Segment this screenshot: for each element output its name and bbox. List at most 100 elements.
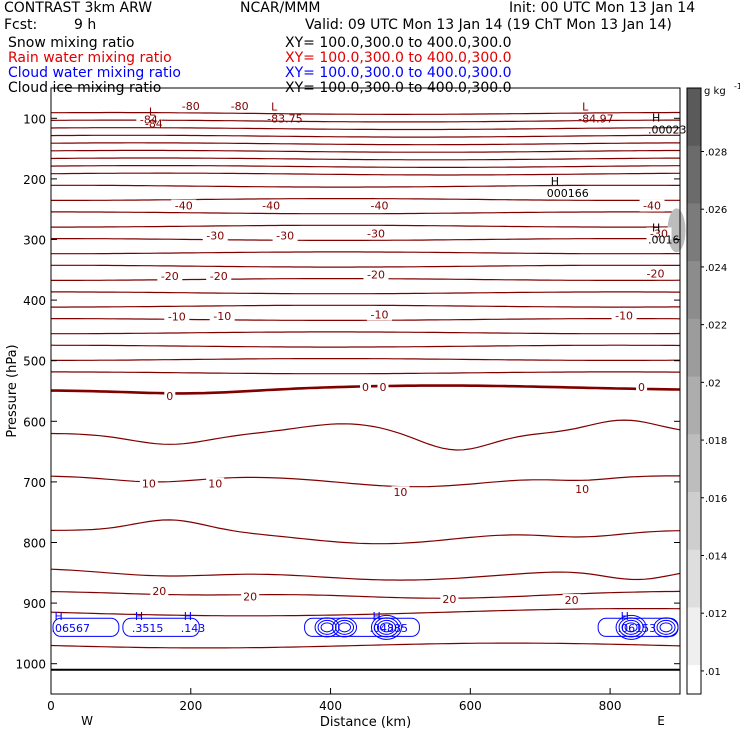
extremum-marker: L (271, 100, 278, 113)
contour-label-bg (562, 594, 581, 607)
contour-label-bg (150, 584, 169, 597)
cloud-ice-shading (667, 208, 686, 253)
extremum-marker: H (652, 222, 660, 235)
contour-label: -30 (367, 227, 385, 240)
extremum-value: 000166 (547, 187, 589, 200)
contour-label-bg (363, 268, 389, 281)
y-tick-label: 300 (23, 234, 46, 248)
contour-label: 0 (166, 390, 173, 403)
cloud-water-extremum-marker: H (184, 610, 192, 623)
colorbar-swatch (687, 261, 701, 320)
colorbar-swatch (687, 145, 701, 204)
colorbar-swatch (687, 318, 701, 378)
cloud-water-contour (52, 617, 120, 637)
cloud-water-contour (615, 614, 647, 640)
temperature-contour-line (51, 211, 681, 215)
x-tick-label: 400 (319, 699, 342, 713)
contour-label-bg (636, 380, 648, 393)
temperature-contour-line (50, 165, 680, 168)
cloud-water-extremum-value: .04885 (369, 622, 408, 635)
field-name-cloud-water: Cloud water mixing ratio (8, 65, 181, 81)
cloud-water-extremum-value: .06567 (51, 622, 90, 635)
contour-label: -80 (231, 100, 249, 113)
contour-label-bg (643, 267, 669, 280)
contour-label-bg (206, 269, 232, 282)
cloud-water-extremum-marker: H (372, 610, 380, 623)
temperature-contour-line (50, 419, 681, 451)
contour-label: 20 (565, 594, 579, 607)
y-tick-label: 100 (23, 112, 46, 126)
cloud-water-contours (52, 614, 679, 640)
cloud-water-contour (314, 617, 340, 638)
y-tick-label: 200 (23, 173, 46, 187)
field-name-rain: Rain water mixing ratio (8, 50, 172, 66)
contour-label: 0 (362, 381, 369, 394)
extremum-value: .00023 (648, 123, 687, 136)
temperature-contour-line (50, 134, 680, 138)
temperature-contour-line (51, 142, 680, 146)
cloud-water-contour (335, 619, 355, 635)
contour-label: 10 (208, 478, 222, 491)
cloud-water-contour (317, 619, 337, 635)
contour-label: -40 (175, 200, 193, 213)
temperature-contour-line (51, 264, 680, 268)
cloud-water-contour (656, 619, 676, 635)
temperature-contour-line (50, 590, 681, 599)
contour-label: -10 (370, 309, 388, 322)
colorbar-tick-label: .028 (705, 147, 727, 158)
cloud-water-contour (320, 622, 334, 633)
temperature-contours (50, 111, 686, 649)
y-tick-label: 1000 (15, 658, 46, 672)
colorbar-swatch (687, 88, 701, 147)
temperature-contour-line (50, 519, 681, 545)
contour-label-bg (272, 229, 298, 242)
temperature-contour-line (50, 127, 680, 131)
temperature-contour-line (51, 198, 680, 201)
colorbar-tick-label: .024 (705, 263, 727, 274)
org-name: NCAR/MMM (240, 0, 321, 16)
colorbar-swatch (687, 434, 701, 493)
east-label: E (657, 714, 665, 728)
temperature-contour-line (51, 238, 681, 241)
cloud-water-extremum-value: .143 (181, 622, 206, 635)
forecast-label: Fcst: (4, 17, 38, 33)
colorbar-swatch (687, 607, 701, 666)
temperature-contour-line (50, 568, 681, 581)
forecast-hours: 9 h (74, 17, 97, 33)
colorbar-unit: g kg (704, 86, 726, 97)
colorbar-tick-label: .01 (705, 667, 721, 678)
plot-frame (50, 87, 681, 695)
colorbar-tick-label: .016 (705, 494, 727, 505)
extremum-value: -84 (145, 117, 163, 130)
cloud-water-contour (618, 617, 644, 638)
contour-label: -20 (161, 270, 179, 283)
contour-label: 10 (393, 486, 407, 499)
contour-label-bg (241, 590, 260, 603)
contour-label-bg (440, 592, 459, 605)
colorbar-tick-label: .014 (705, 551, 727, 562)
colorbar-tick-label: .022 (705, 321, 727, 332)
temperature-contour-line (50, 642, 681, 649)
contour-label: -30 (206, 229, 224, 242)
contour-label-bg (258, 199, 284, 212)
cloud-water-contour (373, 617, 399, 638)
contour-label-bg (611, 309, 637, 322)
colorbar-frame (686, 87, 702, 695)
cloud-water-contour (304, 617, 420, 637)
contour-label-bg (164, 310, 190, 323)
extremum-value: .0016 (648, 234, 680, 247)
temperature-contour-line (50, 157, 680, 161)
field-xy-cloud-water: XY= 100.0,300.0 to 400.0,300.0 (285, 65, 512, 81)
cloud-water-contour (653, 617, 679, 638)
contour-label-bg (573, 483, 592, 496)
x-tick-label: 600 (459, 699, 482, 713)
x-tick-label: 0 (47, 699, 55, 713)
x-axis-title: Distance (km) (320, 715, 411, 730)
cloud-water-contour (338, 622, 352, 633)
contour-label-bg (366, 199, 392, 212)
cloud-water-contour (621, 619, 641, 635)
contour-label-bg (157, 269, 183, 282)
x-tick-label: 800 (599, 699, 622, 713)
contour-labels: -80 -80 -84 -40 -40 -40 -40 -30 -30 -30 -30 -20 -20 -… (51, 100, 687, 635)
